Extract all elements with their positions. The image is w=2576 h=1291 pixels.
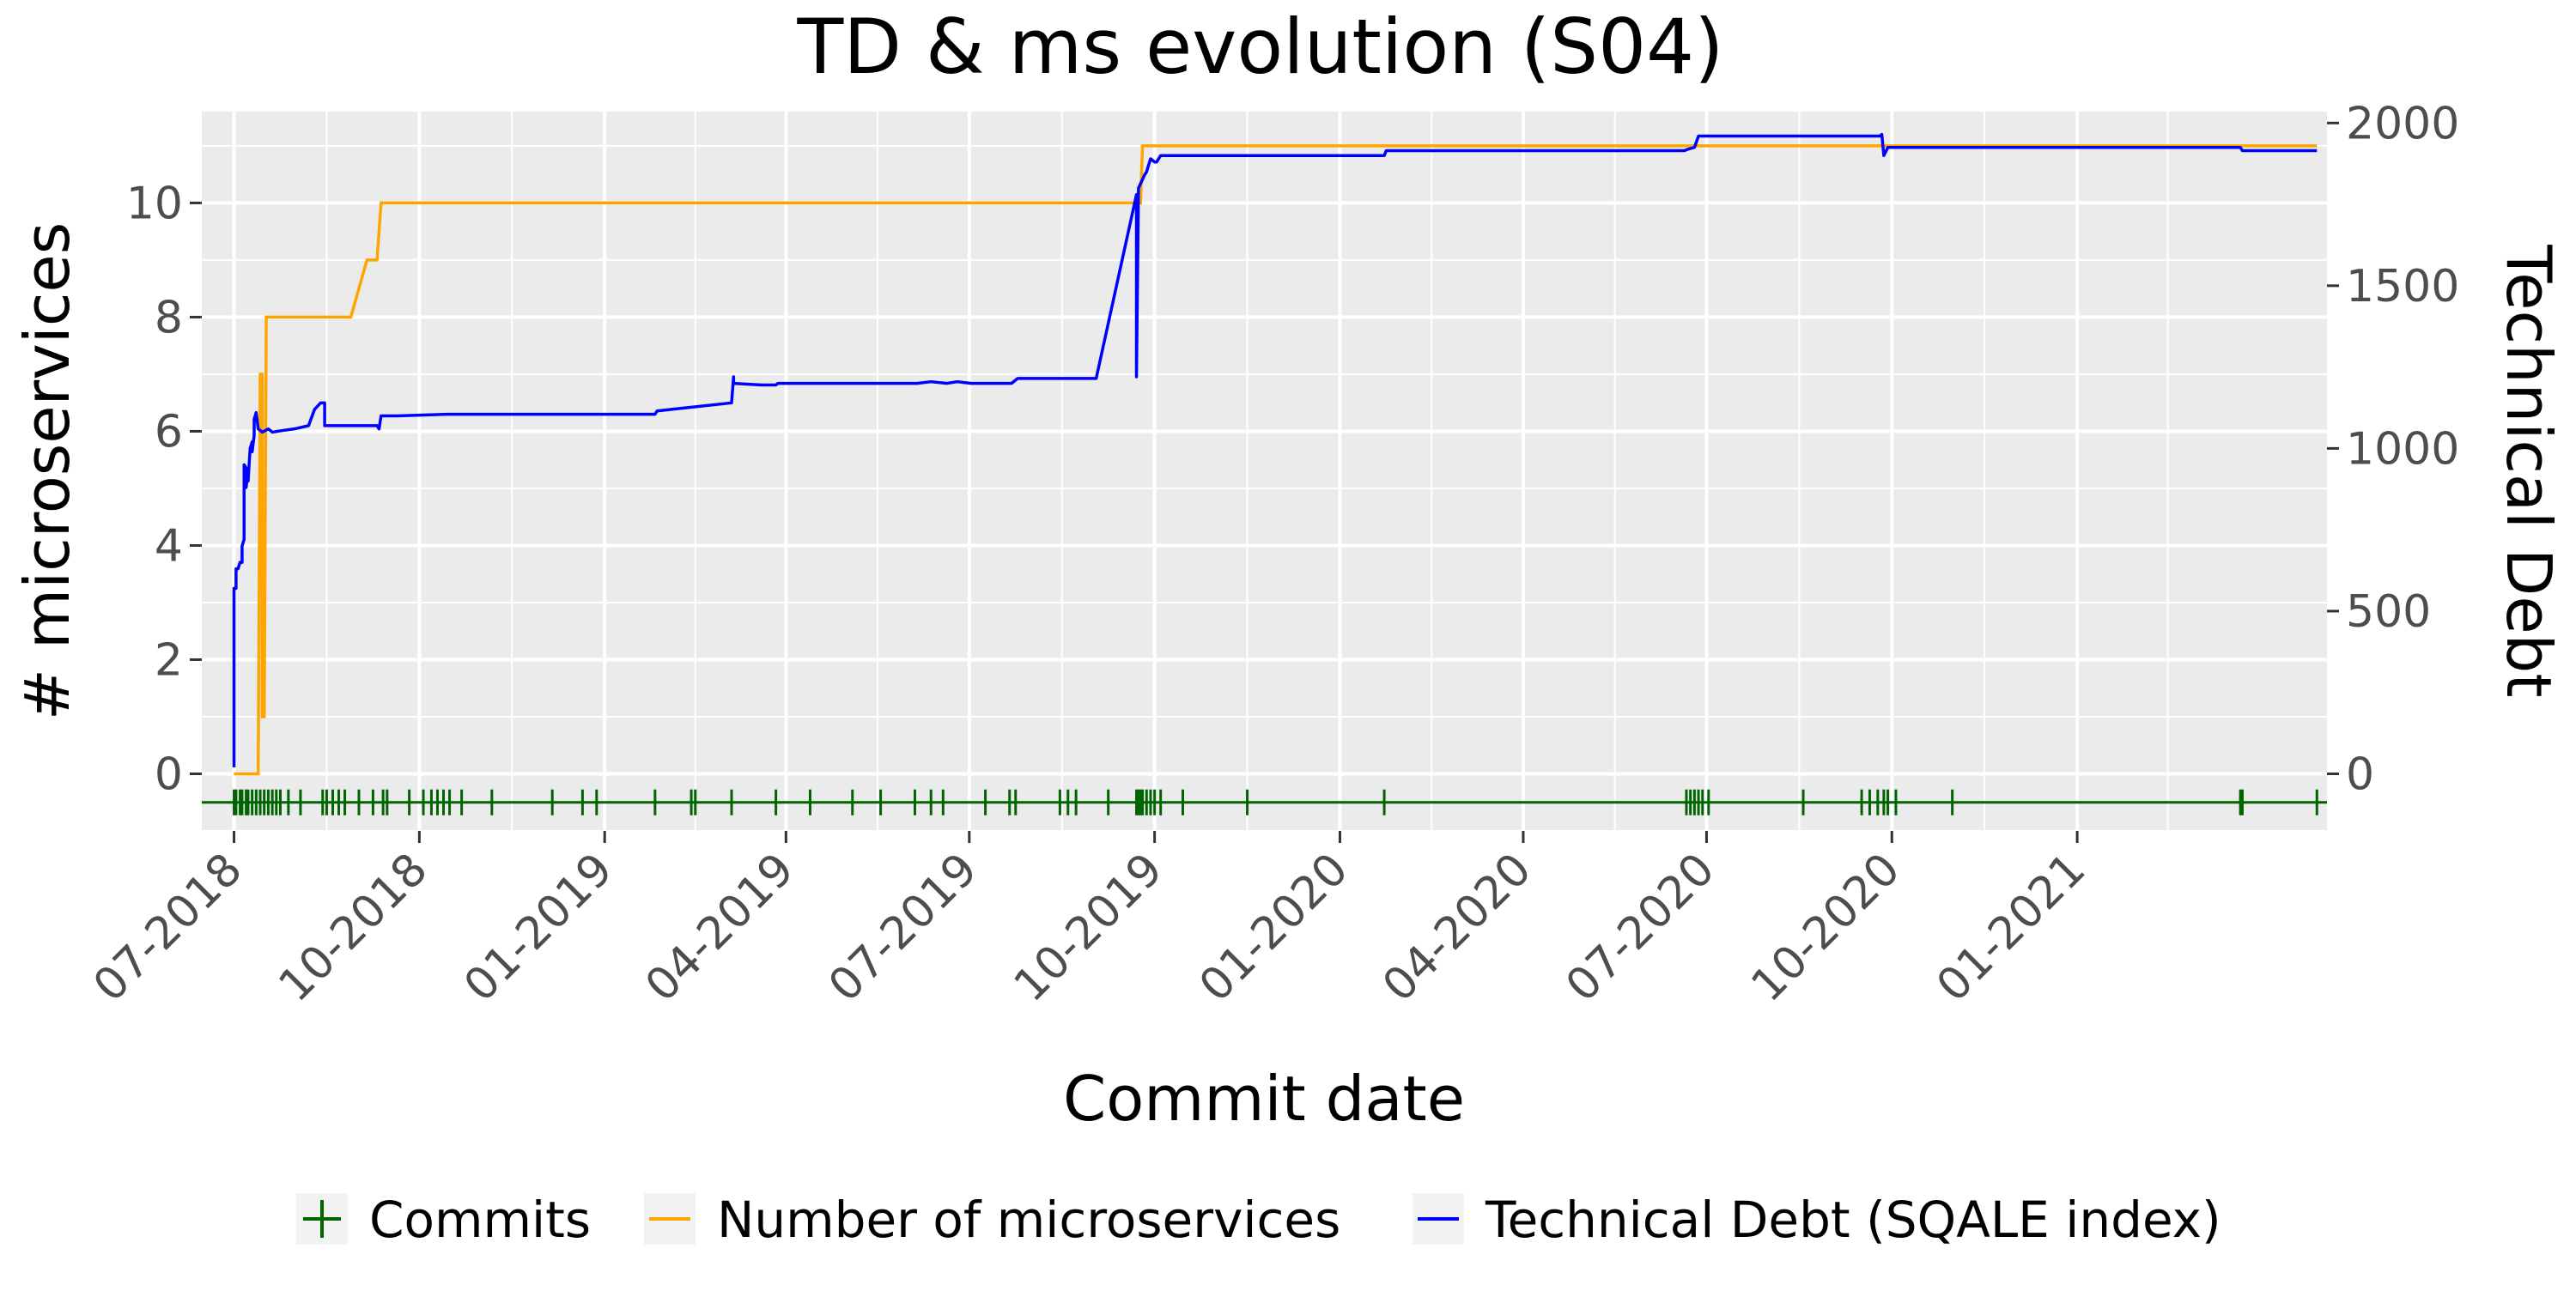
y-left-tick-label: 2: [155, 634, 183, 686]
x-tick-label: 07-2020: [1557, 844, 1725, 1012]
y-left-tick-label: 4: [155, 520, 183, 572]
microservices-line: [234, 144, 2318, 776]
y-left-tick-label: 10: [126, 178, 183, 229]
legend-item-technical-debt: Technical Debt (SQALE index): [1413, 1191, 2221, 1249]
y-left-tick-label: 6: [155, 406, 183, 458]
x-tick-label: 07-2019: [819, 844, 987, 1012]
y-left-tick-label: 8: [155, 292, 183, 343]
y-right-tick-label: 0: [2346, 749, 2374, 800]
x-tick-label: 01-2020: [1190, 844, 1358, 1012]
y-right-axis: 0 500 1000 1500 2000: [2327, 98, 2459, 800]
y-right-tick-label: 2000: [2346, 98, 2459, 149]
legend-label: Technical Debt (SQALE index): [1485, 1191, 2221, 1249]
legend-item-microservices: Number of microservices: [644, 1191, 1340, 1249]
x-tick-label: 07-2018: [84, 844, 252, 1012]
minor-gridlines: [202, 112, 2327, 832]
x-axis-title: Commit date: [1063, 1063, 1465, 1135]
y-right-tick-label: 500: [2346, 586, 2431, 638]
x-tick-label: 04-2020: [1373, 844, 1541, 1012]
x-tick-label: 10-2020: [1741, 844, 1910, 1012]
y-left-axis-title: # microservices: [11, 222, 83, 720]
legend-label: Number of microservices: [717, 1191, 1340, 1249]
y-left-axis: 0 2 4 6 8 10: [126, 178, 202, 800]
x-tick-label: 10-2018: [269, 844, 437, 1012]
x-axis: 07-2018 10-2018 01-2019 04-2019 07-2019 10-20…: [84, 831, 2095, 1012]
x-tick-label: 01-2021: [1927, 844, 2095, 1012]
legend-label: Commits: [369, 1191, 591, 1249]
series-layer: [202, 132, 2327, 815]
legend: Commits Number of microservices Technical …: [296, 1191, 2221, 1249]
chart-title: TD & ms evolution (S04): [797, 3, 1724, 91]
x-tick-label: 01-2019: [454, 844, 623, 1012]
y-right-axis-title: Technical Debt: [2493, 244, 2565, 697]
plot-panel: [202, 112, 2327, 831]
legend-item-commits: Commits: [296, 1191, 591, 1249]
y-left-tick-label: 0: [155, 749, 183, 800]
x-tick-label: 04-2019: [635, 844, 804, 1012]
y-right-tick-label: 1500: [2346, 261, 2459, 312]
x-tick-label: 10-2019: [1005, 844, 1173, 1012]
technical-debt-line: [232, 132, 2318, 767]
y-right-tick-label: 1000: [2346, 423, 2459, 475]
